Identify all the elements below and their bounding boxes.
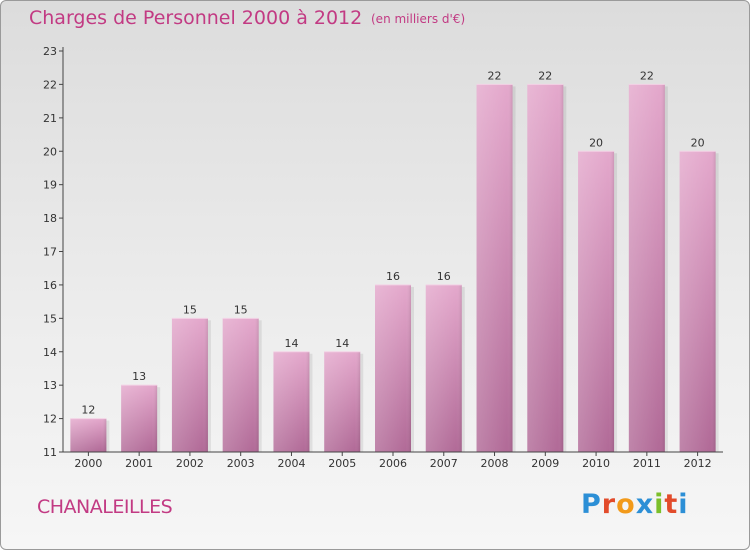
- bar-data-label: 12: [81, 404, 95, 417]
- logo-letter: i: [678, 489, 689, 520]
- bar-data-label: 20: [691, 136, 705, 149]
- x-tick-label: 2010: [582, 457, 610, 470]
- bar-data-label: 13: [132, 370, 146, 383]
- proxiti-logo[interactable]: Proxiti: [581, 489, 689, 520]
- y-tick-label: 17: [43, 246, 57, 259]
- chart-title: Charges de Personnel 2000 à 2012: [29, 7, 363, 29]
- commune-name: CHANALEILLES: [37, 496, 173, 518]
- bar-data-label: 22: [640, 69, 654, 82]
- logo-letter: i: [654, 489, 665, 520]
- bar-highlight: [578, 151, 615, 452]
- bar-data-label: 14: [335, 337, 349, 350]
- bar-highlight: [222, 318, 259, 452]
- y-tick-label: 14: [43, 346, 57, 359]
- bar-data-label: 20: [589, 136, 603, 149]
- x-tick-label: 2012: [684, 457, 712, 470]
- bar-data-label: 22: [538, 69, 552, 82]
- bar-highlight: [273, 351, 310, 452]
- y-tick-label: 23: [43, 45, 57, 58]
- bar-highlight: [628, 84, 665, 453]
- chart-subtitle: (en milliers d'€): [371, 12, 466, 26]
- logo-letter: r: [601, 489, 617, 520]
- x-tick-label: 2011: [633, 457, 661, 470]
- x-tick-label: 2004: [277, 457, 305, 470]
- logo-letter: t: [664, 489, 679, 520]
- bar-data-label: 15: [183, 303, 197, 316]
- logo-letter: o: [616, 489, 636, 520]
- bar-highlight: [121, 385, 158, 452]
- bar-highlight: [679, 151, 716, 452]
- bar-highlight: [476, 84, 513, 453]
- y-tick-label: 11: [43, 446, 57, 459]
- logo-letter: P: [581, 489, 602, 520]
- y-tick-label: 16: [43, 279, 57, 292]
- bar-highlight: [324, 351, 361, 452]
- x-tick-label: 2000: [74, 457, 102, 470]
- bar-data-label: 16: [386, 270, 400, 283]
- logo-letter: x: [635, 489, 655, 520]
- bar-data-label: 22: [488, 69, 502, 82]
- y-tick-label: 13: [43, 379, 57, 392]
- x-tick-label: 2008: [481, 457, 509, 470]
- y-tick-label: 12: [43, 413, 57, 426]
- y-tick-label: 15: [43, 312, 57, 325]
- bar-data-label: 16: [437, 270, 451, 283]
- bars-layer: 12 13 15 15 14 14 16 16 22 22 20 22 20: [70, 69, 719, 453]
- bar-data-label: 14: [284, 337, 298, 350]
- y-tick-label: 21: [43, 112, 57, 125]
- y-tick-label: 20: [43, 145, 57, 158]
- bar-data-label: 15: [234, 303, 248, 316]
- x-tick-label: 2002: [176, 457, 204, 470]
- x-tick-label: 2007: [430, 457, 458, 470]
- bar-highlight: [375, 284, 411, 452]
- x-tick-label: 2006: [379, 457, 407, 470]
- x-tick-label: 2003: [227, 457, 255, 470]
- y-tick-label: 18: [43, 212, 57, 225]
- bar-highlight: [171, 318, 208, 452]
- y-tick-label: 19: [43, 179, 57, 192]
- axes-layer: 11 12 13 14 15 16 17 18 19 20 21 22 23 2000 2001 2002 20…: [43, 45, 723, 470]
- x-tick-label: 2001: [125, 457, 153, 470]
- bar-highlight: [425, 284, 462, 452]
- x-tick-label: 2005: [328, 457, 356, 470]
- bar-highlight: [70, 418, 107, 452]
- bar-highlight: [527, 84, 564, 453]
- y-tick-label: 22: [43, 78, 57, 91]
- x-tick-label: 2009: [531, 457, 559, 470]
